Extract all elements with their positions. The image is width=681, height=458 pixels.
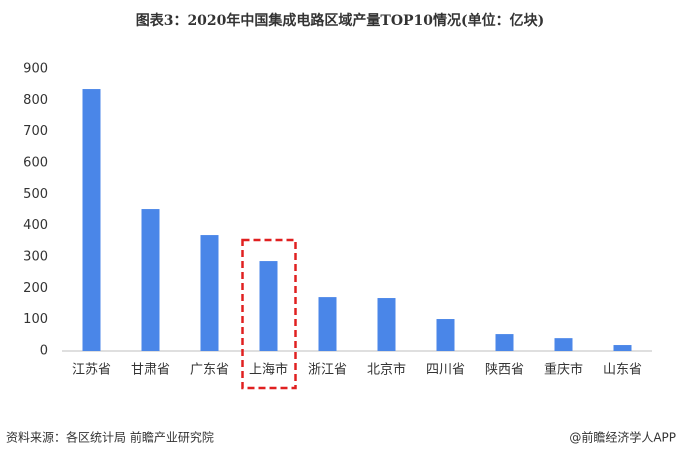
y-tick-label: 900 [23,62,48,77]
bar [436,319,455,351]
chart-title: 图表3：2020年中国集成电路区域产量TOP10情况(单位：亿块) [136,12,545,29]
bar [259,261,278,351]
y-tick-label: 200 [23,281,48,296]
bar [495,334,514,351]
x-tick-label: 重庆市 [544,362,583,378]
bar [200,235,219,351]
y-tick-label: 700 [23,124,48,139]
y-tick-label: 800 [23,93,48,108]
x-tick-label: 广东省 [190,363,229,378]
bar [141,209,160,351]
x-tick-label: 陕西省 [485,363,524,378]
y-tick-label: 400 [23,218,48,233]
y-tick-label: 600 [23,156,48,171]
x-tick-label: 甘肃省 [131,363,170,378]
x-tick-label: 江苏省 [72,362,111,378]
bar [318,297,337,351]
credit: @前瞻经济学人APP [569,430,676,445]
x-tick-label: 北京市 [367,362,406,378]
y-tick-label: 300 [23,250,48,265]
source: 资料来源：各区统计局 前瞻产业研究院 [6,430,214,445]
x-tick-label: 浙江省 [308,363,347,378]
bar [613,345,632,351]
x-tick-label: 上海市 [249,362,288,378]
x-tick-label: 山东省 [603,363,642,378]
bar [554,338,573,351]
x-tick-label: 四川省 [426,363,465,378]
bar [82,89,101,351]
y-tick-label: 100 [23,312,48,327]
bar [377,298,396,351]
highlight-box [241,238,297,390]
y-tick-label: 0 [40,344,48,359]
y-tick-label: 500 [23,187,48,202]
